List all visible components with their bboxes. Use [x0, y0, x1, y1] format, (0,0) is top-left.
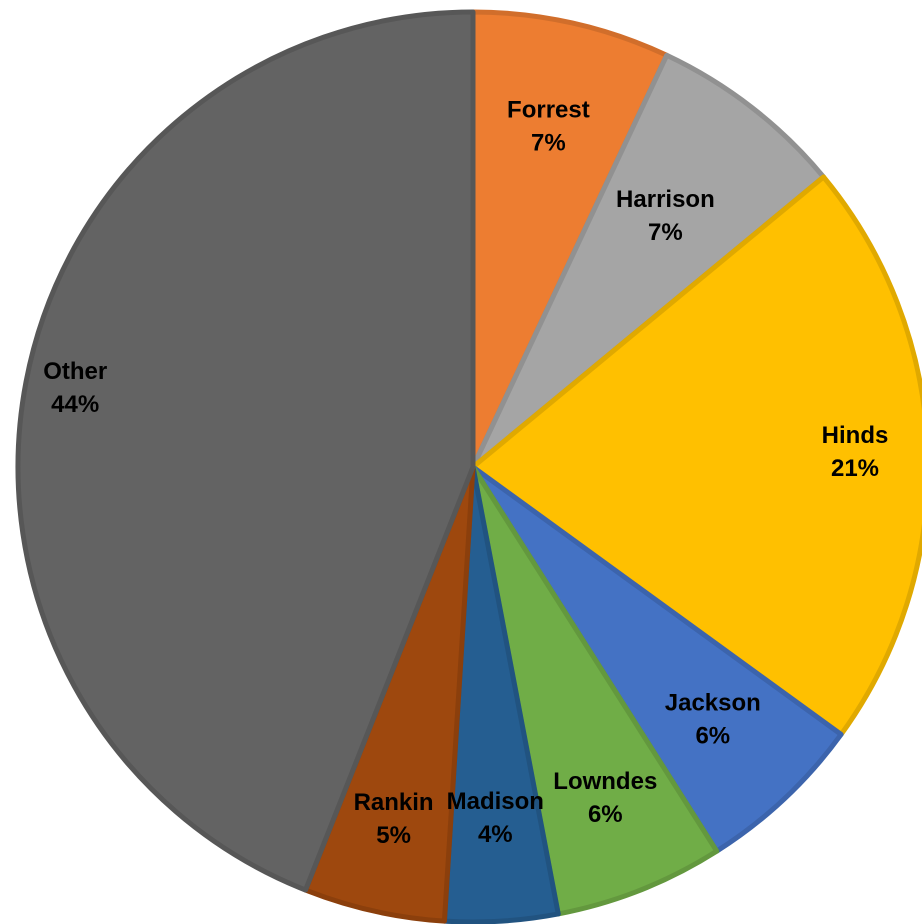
pie-label-percent: 21%: [831, 455, 879, 482]
pie-label-percent: 44%: [51, 391, 99, 418]
pie-label-category: Harrison: [616, 186, 715, 213]
pie-label-hinds: Hinds 21%: [822, 422, 889, 482]
pie-label-other: Other 44%: [43, 358, 107, 418]
pie-label-percent: 7%: [648, 219, 683, 246]
pie-label-harrison: Harrison 7%: [616, 186, 715, 246]
pie-label-category: Lowndes: [553, 768, 657, 795]
pie-label-madison: Madison 4%: [447, 788, 544, 848]
pie-label-category: Hinds: [822, 422, 889, 449]
pie-label-category: Rankin: [354, 789, 434, 816]
pie-label-percent: 4%: [478, 821, 513, 848]
pie-label-category: Madison: [447, 788, 544, 815]
pie-slices: [15, 9, 922, 924]
pie-label-percent: 7%: [531, 130, 566, 157]
pie-label-category: Forrest: [507, 97, 590, 124]
pie-slice-rankin: [303, 464, 476, 924]
pie-slice-forrest: [470, 9, 670, 470]
pie-label-percent: 6%: [695, 722, 730, 749]
pie-slice-other: [15, 9, 476, 893]
pie-label-jackson: Jackson 6%: [665, 689, 761, 749]
pie-label-percent: 5%: [376, 822, 411, 849]
pie-slice-lowndes: [470, 464, 720, 917]
pie-labels: Forrest 7%Harrison 7%Hinds 21%Jackson 6%Lown…: [43, 97, 888, 850]
pie-slice-hinds: [470, 174, 922, 737]
pie-label-category: Jackson: [665, 689, 761, 716]
pie-label-rankin: Rankin 5%: [354, 789, 434, 849]
pie-label-lowndes: Lowndes 6%: [553, 768, 657, 828]
pie-label-category: Other: [43, 358, 107, 385]
pie-slice-harrison: [470, 52, 827, 470]
pie-slice-jackson: [470, 464, 844, 854]
pie-label-percent: 6%: [588, 801, 623, 828]
pie-label-forrest: Forrest 7%: [507, 97, 590, 157]
